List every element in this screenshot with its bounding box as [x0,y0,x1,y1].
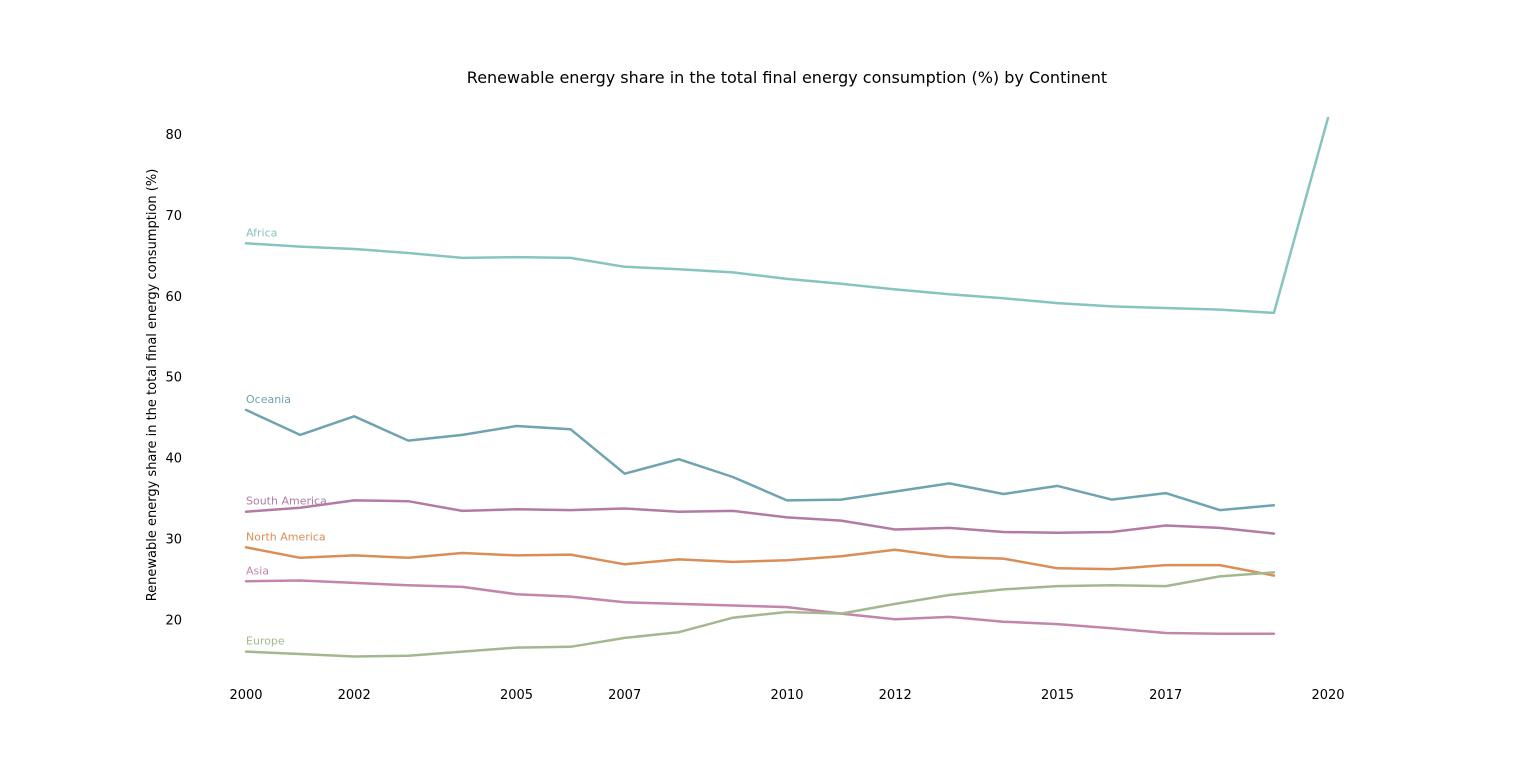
series-label: Asia [246,564,269,577]
x-axis-ticks: 2000 2002 2005 2007 2010 2012 2015 2017 2020 [229,688,1344,703]
x-tick-label: 2005 [500,688,533,703]
series-labels: Africa Oceania South America North America A… [246,226,327,647]
y-tick-label: 20 [165,613,182,628]
series-line-europe [244,571,1276,658]
x-tick-label: 2010 [770,688,803,703]
series-label: North America [246,530,326,543]
y-tick-label: 50 [165,371,182,386]
chart-title: Renewable energy share in the total fina… [467,68,1107,87]
x-tick-label: 2012 [879,688,912,703]
x-tick-label: 2015 [1041,688,1074,703]
x-tick-label: 2017 [1149,688,1182,703]
y-tick-label: 60 [165,290,182,305]
series-lines [244,116,1330,658]
series-line-africa [244,116,1330,315]
series-line-south-america [244,499,1276,535]
y-tick-label: 40 [165,452,182,467]
y-tick-label: 80 [165,128,182,143]
y-axis-ticks: 20 30 40 50 60 70 80 [165,128,182,628]
y-tick-label: 30 [165,532,182,547]
series-line-asia [244,579,1276,636]
series-line-oceania [244,408,1276,512]
series-label: Africa [246,226,277,239]
series-label: Europe [246,635,285,648]
y-tick-label: 70 [165,209,182,224]
series-line-north-america [244,546,1276,577]
x-tick-label: 2000 [229,688,262,703]
y-axis-label: Renewable energy share in the total fina… [145,169,160,602]
x-tick-label: 2002 [338,688,371,703]
series-label: Oceania [246,393,291,406]
x-tick-label: 2020 [1311,688,1344,703]
x-tick-label: 2007 [608,688,641,703]
series-label: South America [246,495,327,508]
